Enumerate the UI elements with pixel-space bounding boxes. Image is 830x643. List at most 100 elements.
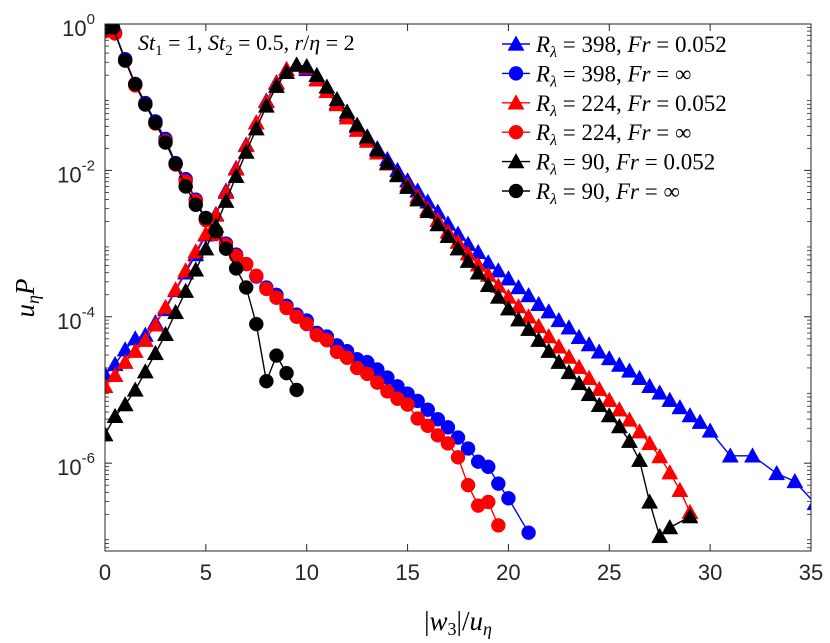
legend-marker bbox=[507, 153, 525, 169]
data-point bbox=[198, 210, 214, 226]
data-point bbox=[501, 491, 516, 506]
data-point bbox=[269, 290, 284, 305]
data-point bbox=[167, 303, 185, 320]
data-point bbox=[681, 407, 699, 423]
data-point bbox=[590, 380, 608, 396]
data-point bbox=[289, 382, 304, 398]
data-point bbox=[409, 191, 427, 207]
data-point bbox=[460, 477, 476, 493]
data-point bbox=[610, 356, 628, 372]
data-point bbox=[138, 97, 153, 112]
data-point bbox=[430, 428, 446, 443]
legend-label: Rλ = 224, Fr = ∞ bbox=[535, 120, 691, 149]
data-point bbox=[550, 338, 568, 354]
data-point bbox=[217, 192, 235, 208]
data-point bbox=[540, 342, 558, 358]
data-point bbox=[499, 270, 517, 286]
legend-label: Rλ = 90, Fr = 0.052 bbox=[535, 150, 715, 179]
data-point bbox=[540, 303, 558, 319]
data-point bbox=[168, 156, 183, 172]
data-point bbox=[570, 374, 588, 391]
data-point bbox=[106, 366, 124, 383]
data-point bbox=[370, 375, 385, 390]
data-point bbox=[721, 447, 739, 463]
legend-marker bbox=[508, 66, 524, 81]
data-point bbox=[439, 227, 457, 243]
data-point bbox=[257, 97, 275, 113]
data-point bbox=[600, 407, 618, 423]
data-point bbox=[560, 348, 578, 364]
data-point bbox=[420, 418, 435, 434]
data-point bbox=[188, 197, 204, 213]
data-point bbox=[117, 53, 133, 68]
data-point bbox=[510, 311, 527, 327]
data-point bbox=[105, 426, 114, 442]
data-point bbox=[499, 300, 517, 316]
data-point bbox=[167, 281, 185, 297]
y-tick-label: 100 bbox=[62, 11, 95, 41]
data-point bbox=[399, 178, 417, 194]
data-point bbox=[308, 66, 326, 82]
data-point bbox=[378, 154, 396, 170]
data-point bbox=[148, 115, 163, 131]
data-point bbox=[126, 342, 144, 358]
data-point bbox=[249, 316, 264, 332]
data-point bbox=[338, 103, 356, 119]
legend-entry: Rλ = 90, Fr = ∞ bbox=[502, 179, 680, 208]
data-point bbox=[520, 286, 538, 303]
legend-entry: Rλ = 224, Fr = ∞ bbox=[502, 120, 691, 149]
data-point bbox=[157, 325, 174, 342]
legend-label: Rλ = 90, Fr = ∞ bbox=[535, 179, 680, 208]
data-point bbox=[671, 398, 689, 415]
data-point bbox=[157, 298, 174, 314]
data-point bbox=[247, 120, 265, 136]
data-point bbox=[651, 527, 669, 544]
data-point bbox=[610, 401, 628, 417]
y-axis-label: uηP bbox=[10, 279, 43, 318]
data-point bbox=[600, 391, 618, 407]
data-point bbox=[319, 332, 335, 348]
data-point bbox=[641, 434, 659, 451]
data-point bbox=[560, 319, 578, 335]
data-point bbox=[570, 328, 588, 344]
data-point bbox=[590, 396, 608, 413]
data-point bbox=[786, 472, 804, 489]
y-tick-label: 10-6 bbox=[57, 450, 95, 480]
legend-entry: Rλ = 224, Fr = 0.052 bbox=[502, 91, 727, 120]
data-point bbox=[288, 56, 306, 72]
x-tick-label: 35 bbox=[799, 560, 823, 585]
data-point bbox=[768, 464, 786, 481]
data-point bbox=[359, 366, 375, 382]
data-point bbox=[661, 464, 679, 480]
data-point bbox=[228, 261, 244, 276]
data-point bbox=[348, 116, 366, 132]
ticks-layer: 0 5 10 15 20 25 30 35 100 10-2 10-4 10-6 bbox=[57, 11, 823, 585]
data-point bbox=[279, 300, 294, 316]
legend-entry: Rλ = 398, Fr = 0.052 bbox=[502, 32, 727, 61]
legend-label: Rλ = 398, Fr = ∞ bbox=[535, 61, 691, 90]
data-point bbox=[550, 311, 568, 328]
data-point bbox=[479, 276, 497, 292]
series-layer bbox=[105, 24, 811, 544]
data-point bbox=[126, 381, 144, 397]
data-point bbox=[339, 350, 355, 366]
data-point bbox=[430, 412, 446, 427]
data-point bbox=[570, 358, 588, 374]
data-point bbox=[560, 363, 578, 380]
series-5 bbox=[105, 24, 304, 398]
data-point bbox=[631, 451, 649, 467]
data-point bbox=[449, 240, 467, 256]
data-point bbox=[661, 391, 679, 407]
parameter-annotation: St1 = 1, St2 = 0.5, r/η = 2 bbox=[138, 30, 355, 59]
data-point bbox=[661, 519, 679, 535]
y-tick-label: 10-2 bbox=[57, 157, 95, 187]
data-point bbox=[197, 240, 215, 256]
data-point bbox=[389, 166, 406, 183]
data-point bbox=[580, 385, 598, 402]
data-point bbox=[681, 508, 699, 524]
data-point bbox=[806, 502, 811, 511]
data-point bbox=[510, 278, 527, 295]
x-tick-label: 15 bbox=[395, 560, 419, 585]
data-point bbox=[491, 518, 506, 533]
